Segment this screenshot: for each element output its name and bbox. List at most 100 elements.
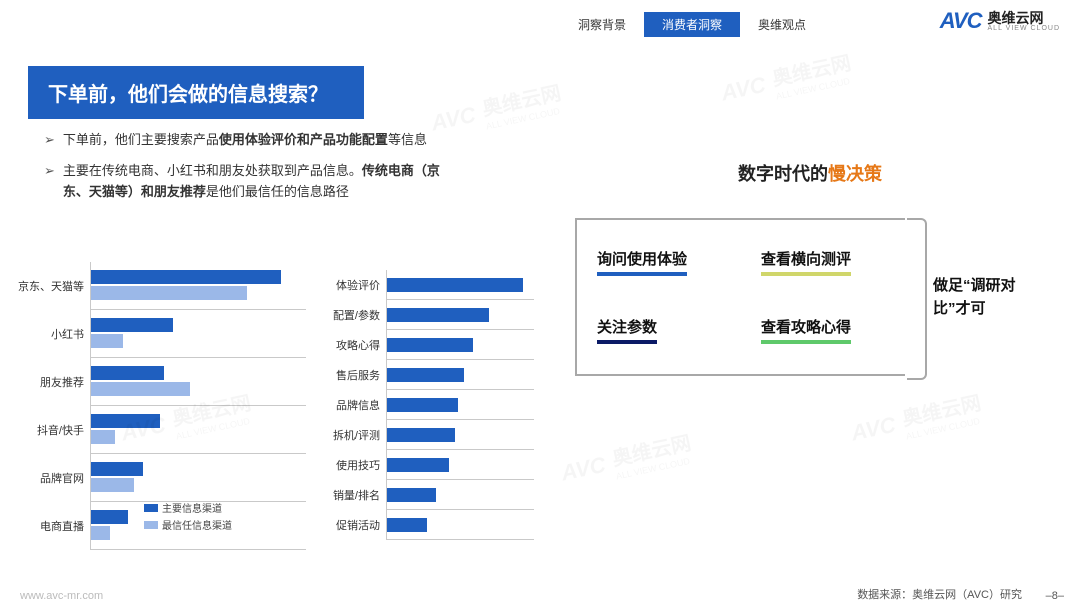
bullet-item: ➢ 下单前，他们主要搜索产品使用体验评价和产品功能配置等信息 (44, 130, 444, 151)
logo-text: 奥维云网 ALL VIEW CLOUD (988, 11, 1060, 32)
bar-label: 抖音/快手 (16, 422, 90, 438)
bullet-item: ➢ 主要在传统电商、小红书和朋友处获取到产品信息。传统电商（京东、天猫等）和朋友… (44, 161, 444, 203)
bar-trust (91, 286, 247, 300)
bar-area (90, 406, 306, 454)
bar (387, 308, 489, 322)
bar-label: 小红书 (16, 326, 90, 342)
footer-url: www.avc-mr.com (20, 590, 103, 602)
bar-trust (91, 382, 190, 396)
bar-area (386, 360, 534, 390)
bar-area (386, 300, 534, 330)
bar-label: 电商直播 (16, 518, 90, 534)
search-topic-chart: 体验评价配置/参数攻略心得售后服务品牌信息拆机/评测使用技巧销量/排名促销活动 (324, 270, 534, 540)
slow-decision-diagram: 数字时代的慢决策 询问使用体验 查看横向测评关注参数 查看攻略心得 做足“调研对比”… (575, 160, 1045, 376)
avc-logo: AVC 奥维云网 ALL VIEW CLOUD (940, 8, 1060, 34)
bar-main (91, 462, 143, 476)
bar-label: 配置/参数 (324, 307, 386, 323)
bar-row: 品牌官网 (16, 454, 306, 502)
bar-row: 小红书 (16, 310, 306, 358)
logo-cn: 奥维云网 (988, 11, 1060, 25)
diagram-title-accent: 慢决策 (828, 164, 882, 184)
bar-area (90, 358, 306, 406)
bar-row: 配置/参数 (324, 300, 534, 330)
bar (387, 518, 427, 532)
page-number: –8– (1046, 590, 1064, 602)
bar-area (90, 310, 306, 358)
bar-label: 使用技巧 (324, 457, 386, 473)
bar-row: 促销活动 (324, 510, 534, 540)
bar-area (90, 262, 306, 310)
diagram-item: 询问使用体验 (597, 248, 687, 276)
watermark: AVC奥维云网ALL VIEW CLOUD (717, 47, 855, 113)
nav-item-avc-view[interactable]: 奥维观点 (740, 12, 824, 37)
bar-area (386, 420, 534, 450)
bar (387, 428, 455, 442)
watermark: AVC奥维云网ALL VIEW CLOUD (427, 77, 565, 143)
watermark: AVC奥维云网ALL VIEW CLOUD (847, 387, 985, 453)
top-nav: 洞察背景 消费者洞察 奥维观点 (560, 12, 824, 37)
bar-row: 体验评价 (324, 270, 534, 300)
legend-swatch-trust (144, 521, 158, 529)
bar-label: 朋友推荐 (16, 374, 90, 390)
bar-label: 体验评价 (324, 277, 386, 293)
bullet-text: 是他们最信任的信息路径 (206, 184, 349, 199)
bullet-list: ➢ 下单前，他们主要搜索产品使用体验评价和产品功能配置等信息 ➢ 主要在传统电商… (44, 130, 444, 212)
bar-row: 售后服务 (324, 360, 534, 390)
bar-row: 抖音/快手 (16, 406, 306, 454)
bar-label: 品牌信息 (324, 397, 386, 413)
bar-row: 销量/排名 (324, 480, 534, 510)
bar-area (90, 454, 306, 502)
bar (387, 338, 473, 352)
bar (387, 458, 449, 472)
bar (387, 278, 523, 292)
chevron-right-icon: ➢ (44, 130, 55, 151)
page-title: 下单前，他们会做的信息搜索？ (28, 66, 364, 119)
nav-item-background[interactable]: 洞察背景 (560, 12, 644, 37)
diagram-item: 查看攻略心得 (761, 316, 851, 344)
footer-source: 数据来源：奥维云网（AVC）研究 (857, 586, 1022, 602)
bar (387, 488, 436, 502)
nav-item-consumer-insight[interactable]: 消费者洞察 (644, 12, 740, 37)
bracket-icon (907, 218, 927, 380)
bar-main (91, 414, 160, 428)
bar-trust (91, 526, 110, 540)
diagram-item: 查看横向测评 (761, 248, 851, 276)
diagram-item: 关注参数 (597, 316, 657, 344)
bar-area (386, 480, 534, 510)
chart-legend: 主要信息渠道 最信任信息渠道 (144, 500, 232, 534)
legend-label: 最信任信息渠道 (162, 517, 232, 532)
bar-label: 拆机/评测 (324, 427, 386, 443)
bar-main (91, 318, 173, 332)
bar-trust (91, 334, 123, 348)
legend-label: 主要信息渠道 (162, 500, 222, 515)
diagram-title: 数字时代的慢决策 (575, 160, 1045, 186)
watermark: AVC奥维云网ALL VIEW CLOUD (557, 427, 695, 493)
bar (387, 398, 458, 412)
bar-area (386, 450, 534, 480)
bracket-label: 做足“调研对比”才可 (933, 275, 1043, 320)
bar-main (91, 366, 164, 380)
bar-row: 朋友推荐 (16, 358, 306, 406)
bar-trust (91, 430, 115, 444)
logo-en: ALL VIEW CLOUD (988, 25, 1060, 32)
bar-main (91, 270, 281, 284)
bar-label: 京东、天猫等 (16, 278, 90, 294)
bar-area (386, 390, 534, 420)
bar-row: 攻略心得 (324, 330, 534, 360)
bullet-bold: 使用体验评价和产品功能配置 (219, 132, 388, 147)
legend-swatch-main (144, 504, 158, 512)
bar-label: 售后服务 (324, 367, 386, 383)
bar-label: 促销活动 (324, 517, 386, 533)
bar-main (91, 510, 128, 524)
bar-area (386, 330, 534, 360)
bar-area (386, 270, 534, 300)
diagram-box: 询问使用体验查看横向测评关注参数查看攻略心得 做足“调研对比”才可 (575, 218, 905, 376)
bar-label: 攻略心得 (324, 337, 386, 353)
bar-trust (91, 478, 134, 492)
bar-row: 品牌信息 (324, 390, 534, 420)
chevron-right-icon: ➢ (44, 161, 55, 203)
bullet-text: 等信息 (388, 132, 427, 147)
bar-label: 品牌官网 (16, 470, 90, 486)
bar-row: 京东、天猫等 (16, 262, 306, 310)
bar (387, 368, 464, 382)
